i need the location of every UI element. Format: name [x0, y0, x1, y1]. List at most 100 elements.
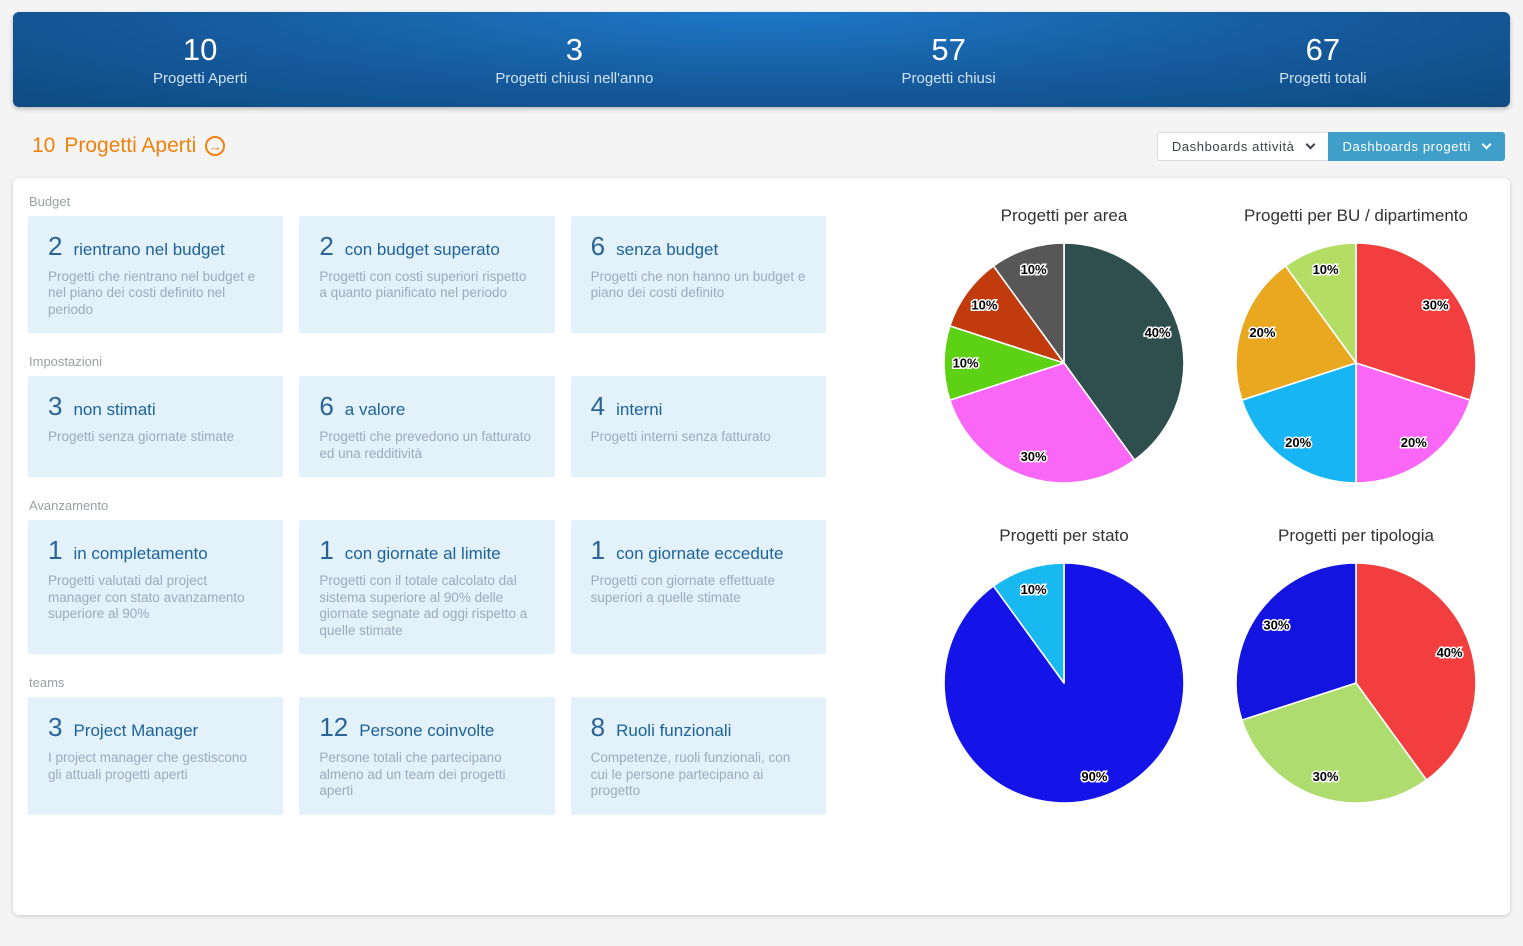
chevron-down-icon — [1305, 139, 1315, 150]
dashboards-attivita-button[interactable]: Dashboards attività — [1156, 131, 1328, 161]
card-description: Progetti che prevedono un fatturato ed u… — [319, 429, 531, 461]
arrow-right-circle-icon[interactable]: → — [205, 136, 226, 156]
card-value: 2 — [319, 231, 334, 261]
card-value: 3 — [48, 712, 63, 743]
pie-slice[interactable] — [1235, 265, 1357, 401]
card-interni[interactable]: 4 interni Progetti interni senza fatturat… — [570, 376, 826, 478]
pie-slice-label: 30% — [1423, 298, 1449, 313]
section-label: Budget — [29, 194, 71, 209]
card-con-budget-superato[interactable]: 2 con budget superato Progetti con costi … — [299, 216, 555, 334]
card-value: 3 — [48, 391, 63, 422]
pie-slice[interactable] — [1241, 682, 1428, 804]
pie-chart-progetti-per-tipologia: 40% 30% 30% — [1235, 562, 1477, 804]
card-title: con giornate eccedute — [616, 544, 784, 564]
pie-slice[interactable] — [1241, 362, 1357, 484]
card-title: con budget superato — [344, 240, 500, 259]
card-value: 6 — [590, 231, 606, 261]
button-label: Dashboards progetti — [1342, 138, 1471, 154]
card-description: Competenze, ruoli funzionali, con cui le… — [590, 750, 791, 799]
card-con-giornate-al-limite[interactable]: 1 con giornate al limite Progetti con il … — [299, 520, 555, 655]
pie-slice-label: 10% — [1021, 582, 1047, 597]
card-project-manager[interactable]: 3 Project Manager I project manager che g… — [28, 697, 284, 815]
card-value: 4 — [590, 391, 606, 422]
card-description: Persone totali che partecipano almeno ad… — [319, 750, 506, 799]
pie-chart-progetti-per-stato: 90% 10% — [943, 562, 1185, 804]
pie-slice[interactable] — [1355, 362, 1471, 484]
card-description: Progetti che non hanno un budget e piano… — [590, 269, 806, 301]
stat-label: Progetti totali — [1279, 69, 1367, 87]
page-title-count: 10 — [32, 134, 56, 157]
card-value: 1 — [48, 535, 63, 566]
chart-title: Progetti per stato — [999, 526, 1129, 545]
card-description: I project manager che gestiscono gli att… — [48, 750, 247, 782]
chart-title: Progetti per area — [1000, 206, 1128, 225]
stat-value: 57 — [931, 31, 966, 67]
stat-label: Progetti chiusi nell'anno — [495, 69, 654, 87]
pie-slice-label: 10% — [1313, 262, 1339, 277]
stat-progetti-chiusi-anno[interactable]: 3 Progetti chiusi nell'anno — [387, 32, 761, 87]
card-value: 1 — [319, 535, 334, 566]
page-title[interactable]: 10 Progetti Aperti → — [32, 134, 226, 158]
chevron-down-icon — [1481, 139, 1492, 150]
pie-slice[interactable] — [1063, 242, 1185, 461]
stat-progetti-aperti[interactable]: 10 Progetti Aperti — [13, 32, 387, 87]
arrow-right-glyph: → — [208, 138, 222, 154]
card-value: 1 — [590, 535, 606, 566]
pie-slice-label: 20% — [1401, 435, 1427, 450]
pie-slice[interactable] — [1284, 242, 1357, 364]
card-description: Progetti valutati dal project manager co… — [48, 573, 245, 622]
card-a-valore[interactable]: 6 a valore Progetti che prevedono un fatt… — [299, 376, 555, 478]
pie-slice[interactable] — [943, 325, 1065, 401]
page-title-text: Progetti Aperti — [64, 134, 197, 157]
card-rientrano-nel-budget[interactable]: 2 rientrano nel budget Progetti che rient… — [28, 216, 284, 334]
section-avanzamento: Avanzamento 1 in completamento Progetti v… — [28, 498, 840, 655]
card-row: 3 Project Manager I project manager che g… — [28, 697, 826, 815]
stat-progetti-totali[interactable]: 67 Progetti totali — [1136, 32, 1510, 87]
pie-slice-label: 30% — [1021, 449, 1047, 464]
card-value: 8 — [590, 712, 606, 743]
card-title: in completamento — [73, 544, 208, 564]
section-teams: teams 3 Project Manager I project manager… — [28, 675, 840, 815]
card-in-completamento[interactable]: 1 in completamento Progetti valutati dal … — [28, 520, 284, 655]
card-row: 3 non stimati Progetti senza giornate sti… — [28, 376, 826, 478]
section-label: Impostazioni — [29, 354, 102, 370]
pie-slice[interactable] — [949, 362, 1136, 484]
pie-slice-label: 20% — [1285, 435, 1311, 450]
section-budget: Budget 2 rientrano nel budget Progetti ch… — [28, 194, 840, 334]
chart-title: Progetti per BU / dipartimento — [1244, 206, 1468, 225]
pie-slice-label: 40% — [1145, 325, 1171, 340]
section-label: teams — [29, 675, 65, 691]
card-persone-coinvolte[interactable]: 12 Persone coinvolte Persone totali che p… — [299, 697, 555, 815]
card-title: interni — [616, 400, 663, 420]
card-ruoli-funzionali[interactable]: 8 Ruoli funzionali Competenze, ruoli funz… — [570, 697, 826, 815]
pie-slice[interactable] — [949, 265, 1065, 364]
stat-progetti-chiusi[interactable]: 57 Progetti chiusi — [762, 31, 1136, 87]
charts-grid: Progetti per area 40% 30% 10% 10% 10% Proget… — [840, 194, 1510, 915]
pie-slice[interactable] — [1235, 562, 1357, 721]
card-row: 1 in completamento Progetti valutati dal … — [28, 520, 826, 655]
card-title: rientrano nel budget — [73, 240, 225, 259]
card-description: Progetti senza giornate stimate — [48, 429, 235, 445]
kpi-cards-column: Budget 2 rientrano nel budget Progetti ch… — [28, 194, 840, 915]
pie-chart-progetti-per-bu: 30% 20% 20% 20% 10% — [1235, 242, 1477, 484]
pie-slice[interactable] — [1355, 242, 1477, 401]
card-con-giornate-eccedute[interactable]: 1 con giornate eccedute Progetti con gior… — [570, 520, 826, 655]
dashboard-switcher: Dashboards attività Dashboards progetti — [1156, 131, 1505, 161]
card-title: Project Manager — [73, 721, 199, 741]
card-value: 6 — [319, 391, 334, 422]
card-description: Progetti interni senza fatturato — [590, 429, 771, 445]
card-value: 12 — [319, 712, 349, 743]
card-title: non stimati — [73, 400, 156, 420]
card-non-stimati[interactable]: 3 non stimati Progetti senza giornate sti… — [28, 376, 284, 478]
dashboards-progetti-button[interactable]: Dashboards progetti — [1327, 131, 1505, 161]
pie-slice[interactable] — [992, 562, 1065, 684]
card-title: con giornate al limite — [344, 544, 501, 564]
card-title: Ruoli funzionali — [616, 721, 732, 741]
pie-slice[interactable] — [1355, 562, 1477, 781]
card-senza-budget[interactable]: 6 senza budget Progetti che non hanno un … — [570, 216, 826, 334]
chart-title: Progetti per tipologia — [1278, 526, 1434, 545]
card-title: a valore — [344, 400, 406, 420]
stat-label: Progetti Aperti — [153, 69, 248, 87]
pie-slice[interactable] — [992, 242, 1065, 364]
card-title: Persone coinvolte — [359, 721, 495, 741]
